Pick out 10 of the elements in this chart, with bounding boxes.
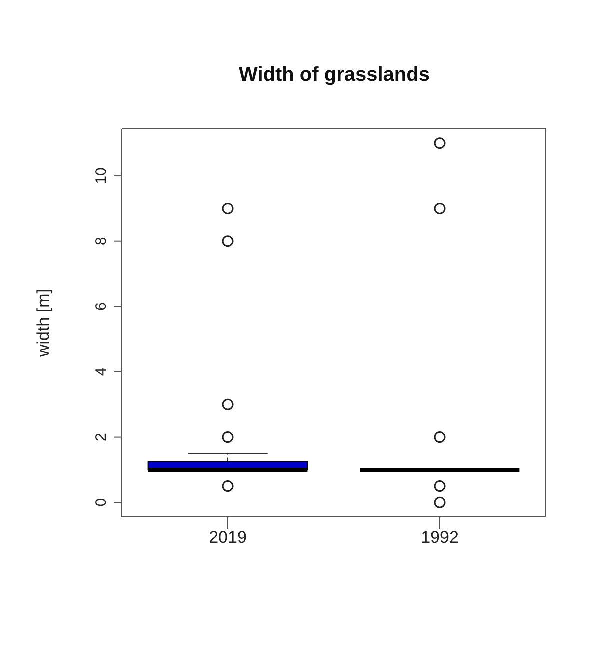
y-tick-label: 4 [93, 368, 110, 376]
y-tick-label: 10 [93, 168, 110, 184]
x-tick-label: 2019 [209, 528, 247, 548]
chart-title: Width of grasslands [238, 64, 431, 87]
y-tick-label: 6 [93, 302, 110, 311]
x-tick-label: 1992 [421, 528, 459, 548]
y-tick-label: 0 [93, 498, 110, 507]
y-axis-title: width [m] [34, 288, 54, 358]
y-tick-label: 2 [93, 433, 110, 442]
y-tick-label: 8 [93, 237, 110, 246]
